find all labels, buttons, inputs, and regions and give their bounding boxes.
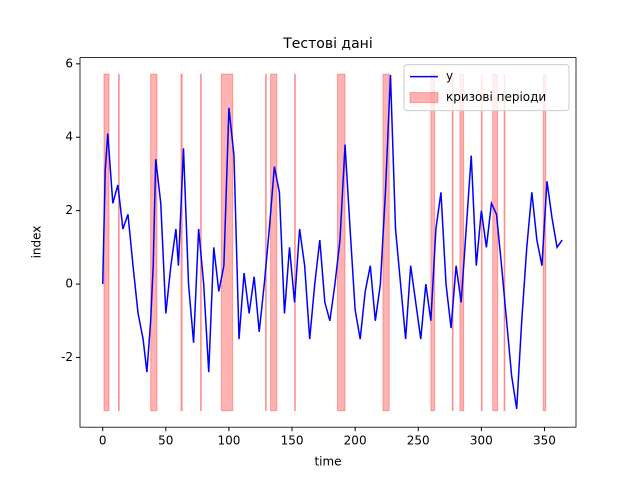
crisis-span [220,73,234,412]
data-line [101,74,563,409]
crisis-span [265,73,267,412]
x-tick-label: 250 [407,434,430,448]
x-tick-label: 350 [533,434,556,448]
y-tick-label: 6 [65,56,73,70]
y-tick-label: 0 [65,277,73,291]
x-tick-label: 150 [281,434,304,448]
x-axis-label: time [314,455,341,469]
x-tick-label: 300 [470,434,493,448]
crisis-span [459,73,465,412]
x-tick-label: 100 [217,434,240,448]
chart-title: Тестові дані [282,36,372,52]
crisis-span [103,73,110,412]
y-axis-label: index [30,226,44,259]
y-tick-label: 2 [65,203,73,217]
crisis-span [430,73,436,412]
legend-label: у [446,69,453,83]
x-tick-label: 200 [344,434,367,448]
crisis-span [294,73,296,412]
legend-label: кризові періоди [446,90,546,104]
x-tick-label: 0 [99,434,107,448]
plot-frame [79,57,577,428]
crisis-span [451,73,454,412]
crisis-span [492,73,499,412]
y-tick-label: 4 [65,130,73,144]
crisis-span [480,73,483,412]
crisis-span [117,73,120,412]
x-tick-label: 50 [158,434,173,448]
crisis-span [200,73,202,412]
legend-patch [409,92,439,104]
y-tick-label: -2 [61,350,73,364]
crisis-span [180,73,183,412]
crisis-span [270,73,278,412]
crisis-span [336,73,346,412]
legend-box [403,64,570,112]
crisis-span [503,73,506,412]
